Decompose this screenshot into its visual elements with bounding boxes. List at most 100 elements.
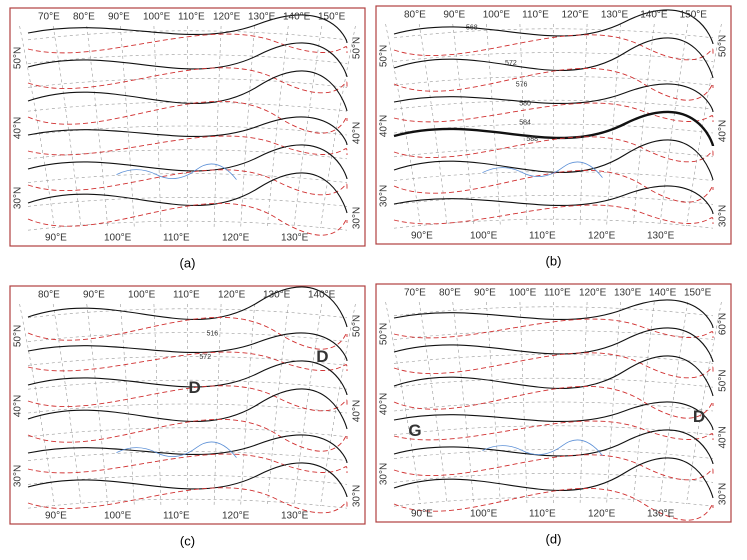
- parallel: [393, 377, 714, 388]
- longitude-label: 120°E: [579, 288, 607, 299]
- parallel: [27, 197, 348, 207]
- height-contour: [393, 299, 714, 329]
- meridian: [519, 301, 528, 505]
- meridian: [632, 23, 655, 227]
- latitude-label: 30°N: [718, 205, 729, 227]
- parallel: [393, 473, 714, 483]
- meridian: [659, 301, 689, 505]
- latitude-label: 30°N: [13, 465, 24, 487]
- parallel: [27, 332, 348, 342]
- meridian: [19, 303, 55, 507]
- contour-label: 588: [526, 136, 538, 143]
- longitude-label: 120°E: [218, 290, 246, 301]
- meridian: [86, 25, 109, 229]
- river: [482, 161, 603, 178]
- height-contour: [393, 457, 714, 499]
- pressure-center: D: [188, 378, 200, 397]
- height-contour: [393, 110, 715, 147]
- longitude-label: 130°E: [647, 231, 675, 242]
- panel-label: (a): [180, 255, 196, 270]
- height-contour: [393, 401, 714, 431]
- meridian: [213, 303, 222, 507]
- longitude-label: 130°E: [263, 290, 291, 301]
- meridian: [385, 23, 421, 227]
- longitude-label: 100°E: [143, 12, 171, 23]
- height-contour: [27, 172, 348, 214]
- parallel: [27, 379, 348, 390]
- longitude-label: 150°E: [318, 12, 346, 23]
- meridian: [320, 25, 356, 229]
- meridian: [606, 301, 621, 505]
- contour-label: 576: [516, 81, 528, 88]
- temperature-contour: [27, 202, 348, 236]
- meridian: [606, 23, 621, 227]
- panel-label: (c): [180, 533, 195, 548]
- meridian: [579, 301, 588, 505]
- latitude-label: 50°N: [352, 37, 363, 59]
- meridian: [452, 23, 475, 227]
- temperature-contour: [393, 136, 714, 163]
- height-contour: [27, 14, 348, 44]
- map-frame: [375, 5, 732, 245]
- temperature-contour: [393, 352, 714, 379]
- parallel: [393, 76, 714, 86]
- pressure-center: D: [316, 347, 328, 366]
- parallel: [393, 123, 714, 134]
- map-content: [19, 14, 356, 236]
- meridian: [240, 25, 255, 229]
- temperature-contour: [27, 169, 348, 196]
- latitude-label: 50°N: [13, 47, 24, 69]
- longitude-label: 120°E: [222, 233, 250, 244]
- temperature-contour: [27, 316, 348, 350]
- longitude-label: 120°E: [588, 231, 616, 242]
- longitude-label: 90°E: [443, 10, 465, 21]
- longitude-label: 110°E: [178, 12, 205, 23]
- meridian: [266, 25, 289, 229]
- longitude-label: 130°E: [248, 12, 276, 23]
- temperature-contour: [27, 418, 348, 452]
- longitude-label: 130°E: [647, 509, 675, 520]
- longitude-label: 110°E: [163, 511, 190, 522]
- contour-label: 580: [519, 100, 531, 107]
- longitude-label: 140°E: [640, 10, 668, 21]
- temperature-contour: [27, 100, 348, 134]
- latitude-label: 50°N: [718, 369, 729, 391]
- longitude-label: 80°E: [439, 288, 461, 299]
- longitude-label: 90°E: [474, 288, 496, 299]
- parallel: [27, 78, 348, 88]
- parallel: [27, 173, 348, 183]
- latitude-label: 50°N: [352, 315, 363, 337]
- parallel: [27, 101, 348, 112]
- meridian: [385, 301, 421, 505]
- height-contour: [27, 42, 348, 78]
- meridian: [120, 25, 135, 229]
- parallel: [393, 496, 714, 507]
- parallel: [393, 28, 714, 39]
- meridian: [659, 23, 689, 227]
- temperature-contour: [393, 34, 714, 61]
- latitude-label: 40°N: [352, 122, 363, 144]
- longitude-label: 130°E: [614, 288, 642, 299]
- meridian: [293, 303, 323, 507]
- contour-label: 584: [519, 119, 531, 126]
- latitude-label: 40°N: [352, 400, 363, 422]
- map-panel: 70°E 80°E 90°E 100°E 110°E 120°E 130°E 140°E 150…: [375, 283, 732, 523]
- parallel: [27, 54, 348, 64]
- height-contour: [393, 37, 714, 79]
- longitude-label: 100°E: [104, 233, 132, 244]
- meridian: [153, 303, 162, 507]
- height-contour: [393, 9, 714, 45]
- meridian: [153, 25, 162, 229]
- meridian: [486, 301, 501, 505]
- latitude-label: 40°N: [718, 120, 729, 142]
- longitude-label: 140°E: [308, 290, 336, 301]
- temperature-contour: [27, 67, 348, 94]
- parallel: [393, 218, 714, 229]
- contour-label: 568: [466, 24, 478, 31]
- meridian: [86, 303, 109, 507]
- longitude-label: 110°E: [529, 231, 556, 242]
- parallel: [393, 449, 714, 459]
- meridian: [120, 303, 135, 507]
- map-panel: 80°E 90°E 100°E 110°E 120°E 130°E 140°E 90°E 100…: [9, 285, 366, 525]
- parallel: [27, 308, 348, 319]
